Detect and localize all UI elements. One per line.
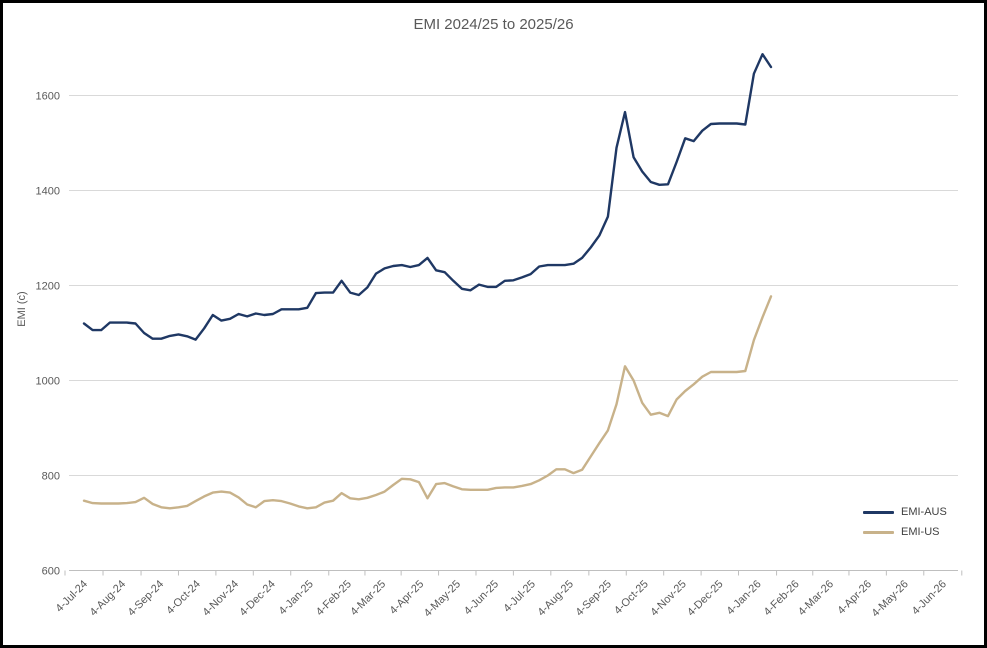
x-tick-label: 4-Oct-24	[164, 578, 203, 617]
x-tick-label: 4-Mar-25	[348, 578, 388, 618]
legend-label: EMI-AUS	[901, 506, 947, 518]
y-tick-label: 800	[42, 471, 60, 483]
y-tick-label: 1200	[36, 281, 60, 293]
x-tick-label: 4-Feb-26	[762, 578, 802, 618]
x-tick-label: 4-Jun-25	[462, 578, 501, 617]
legend-item-emi-aus: EMI-AUS	[863, 506, 947, 518]
x-tick-label: 4-Dec-24	[237, 578, 277, 618]
x-tick-label: 4-Feb-25	[314, 578, 354, 618]
x-tick-label: 4-Aug-25	[535, 578, 575, 618]
x-tick-label: 4-May-26	[870, 578, 911, 619]
x-tick-label: 4-Jan-25	[277, 578, 316, 617]
x-tick-label: 4-Jun-26	[910, 578, 949, 617]
y-tick-label: 1600	[36, 91, 60, 103]
legend: EMI-AUS EMI-US	[863, 506, 947, 538]
x-tick-label: 4-Oct-25	[612, 578, 651, 617]
x-tick-label: 4-Nov-24	[201, 578, 241, 618]
y-tick-label: 1400	[36, 186, 60, 198]
legend-label: EMI-US	[901, 526, 940, 538]
emi-us-line-swatch	[863, 530, 894, 534]
x-tick-label: 4-May-25	[422, 578, 463, 619]
x-tick-label: 4-Jul-24	[54, 578, 91, 615]
chart-plot-area: 60080010001200140016004-Jul-244-Aug-244-…	[36, 53, 963, 619]
emi-aus-line-swatch	[863, 510, 894, 514]
legend-item-emi-us: EMI-US	[863, 526, 947, 538]
x-tick-label: 4-Sep-25	[573, 578, 613, 618]
chart-title: EMI 2024/25 to 2025/26	[413, 16, 574, 33]
x-tick-label: 4-Jul-25	[501, 578, 538, 615]
series-line-emi-us	[82, 295, 773, 510]
x-tick-label: 4-Nov-25	[648, 578, 688, 618]
x-tick-label: 4-Mar-26	[796, 578, 836, 618]
x-tick-label: 4-Dec-25	[685, 578, 725, 618]
x-tick-label: 4-Jan-26	[724, 578, 763, 617]
y-tick-label: 1000	[36, 376, 60, 388]
x-tick-label: 4-Sep-24	[126, 578, 166, 618]
series-line-emi-aus	[82, 53, 773, 341]
y-tick-label: 600	[42, 566, 60, 578]
x-tick-label: 4-Aug-24	[88, 578, 128, 618]
